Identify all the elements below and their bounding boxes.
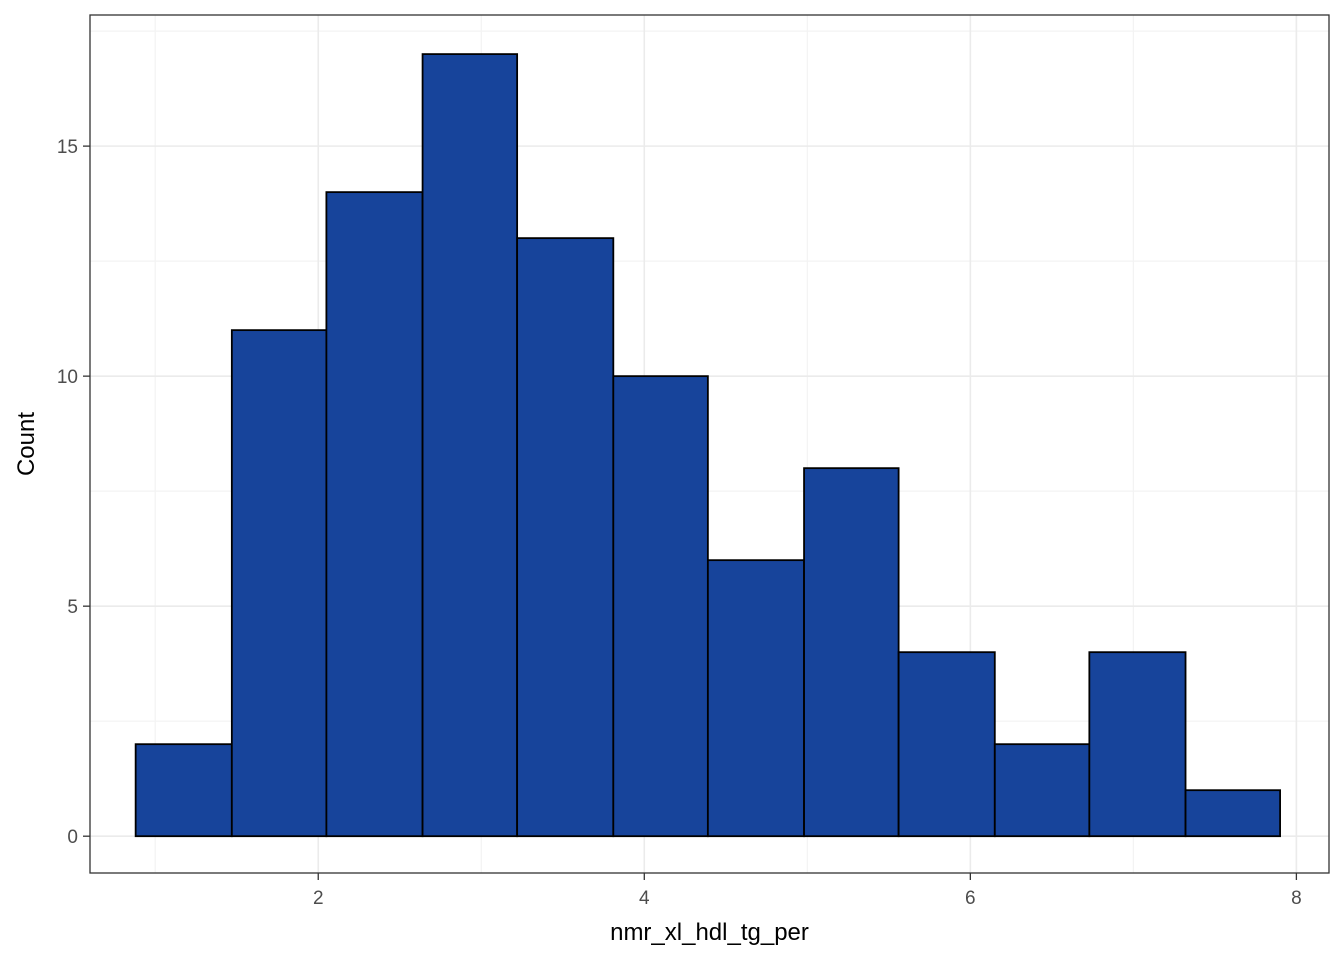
y-tick-label: 15	[57, 137, 78, 158]
histogram-bar	[1088, 651, 1187, 838]
x-tick-label: 2	[313, 888, 324, 909]
y-axis-ticks: 0 5 10 15	[57, 137, 90, 848]
histogram-bar	[993, 743, 1091, 838]
x-tick-label: 8	[1291, 888, 1302, 909]
histogram-bars	[134, 53, 1281, 838]
y-tick-label: 0	[67, 827, 78, 848]
histogram-bar	[516, 237, 615, 838]
x-tick-label: 4	[639, 888, 650, 909]
panel-border	[89, 14, 1330, 874]
histogram-bar	[612, 375, 709, 838]
x-tick-label: 6	[965, 888, 976, 909]
histogram-bar	[230, 329, 328, 838]
histogram-bar	[706, 559, 805, 838]
x-axis-title: nmr_xl_hdl_tg_per	[610, 919, 809, 946]
y-tick-label: 10	[57, 367, 78, 388]
histogram-bar	[803, 467, 900, 838]
histogram-bar	[1184, 789, 1281, 838]
histogram-bar	[134, 743, 233, 838]
histogram-bar	[325, 191, 424, 838]
y-tick-label: 5	[67, 597, 78, 618]
x-axis-ticks: 2 4 6 8	[313, 873, 1302, 909]
y-axis-title: Count	[13, 412, 40, 476]
histogram-bar	[421, 53, 519, 838]
histogram-bar	[897, 651, 996, 838]
